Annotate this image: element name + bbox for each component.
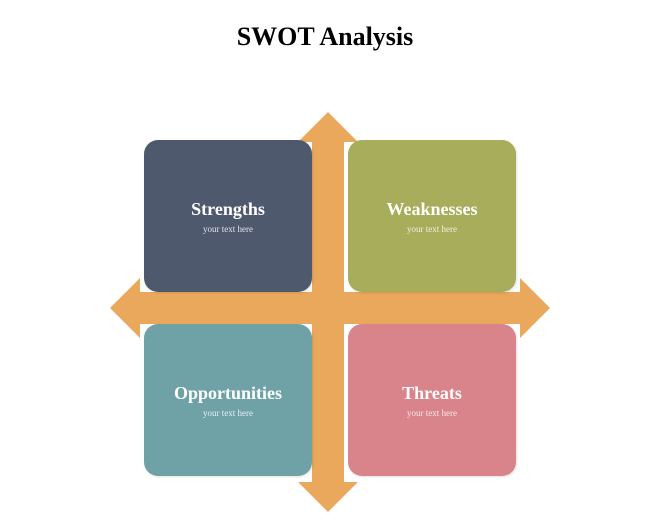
quadrant-subtext: your text here	[407, 408, 457, 418]
quadrant-title: Weaknesses	[386, 199, 477, 220]
quadrant-subtext: your text here	[203, 408, 253, 418]
arrow-head-right	[520, 278, 550, 338]
quadrant-opportunities: Opportunities your text here	[144, 324, 312, 476]
page-title: SWOT Analysis	[0, 22, 650, 52]
quadrant-title: Threats	[402, 383, 462, 404]
quadrant-subtext: your text here	[203, 224, 253, 234]
arrow-head-up	[298, 112, 358, 142]
quadrant-grid: Strengths your text here Weaknesses your…	[144, 140, 516, 476]
quadrant-subtext: your text here	[407, 224, 457, 234]
quadrant-weaknesses: Weaknesses your text here	[348, 140, 516, 292]
arrow-head-left	[110, 278, 140, 338]
arrow-head-down	[298, 482, 358, 512]
quadrant-title: Opportunities	[174, 383, 282, 404]
quadrant-threats: Threats your text here	[348, 324, 516, 476]
swot-diagram: Strengths your text here Weaknesses your…	[110, 112, 550, 512]
quadrant-strengths: Strengths your text here	[144, 140, 312, 292]
quadrant-title: Strengths	[191, 199, 265, 220]
